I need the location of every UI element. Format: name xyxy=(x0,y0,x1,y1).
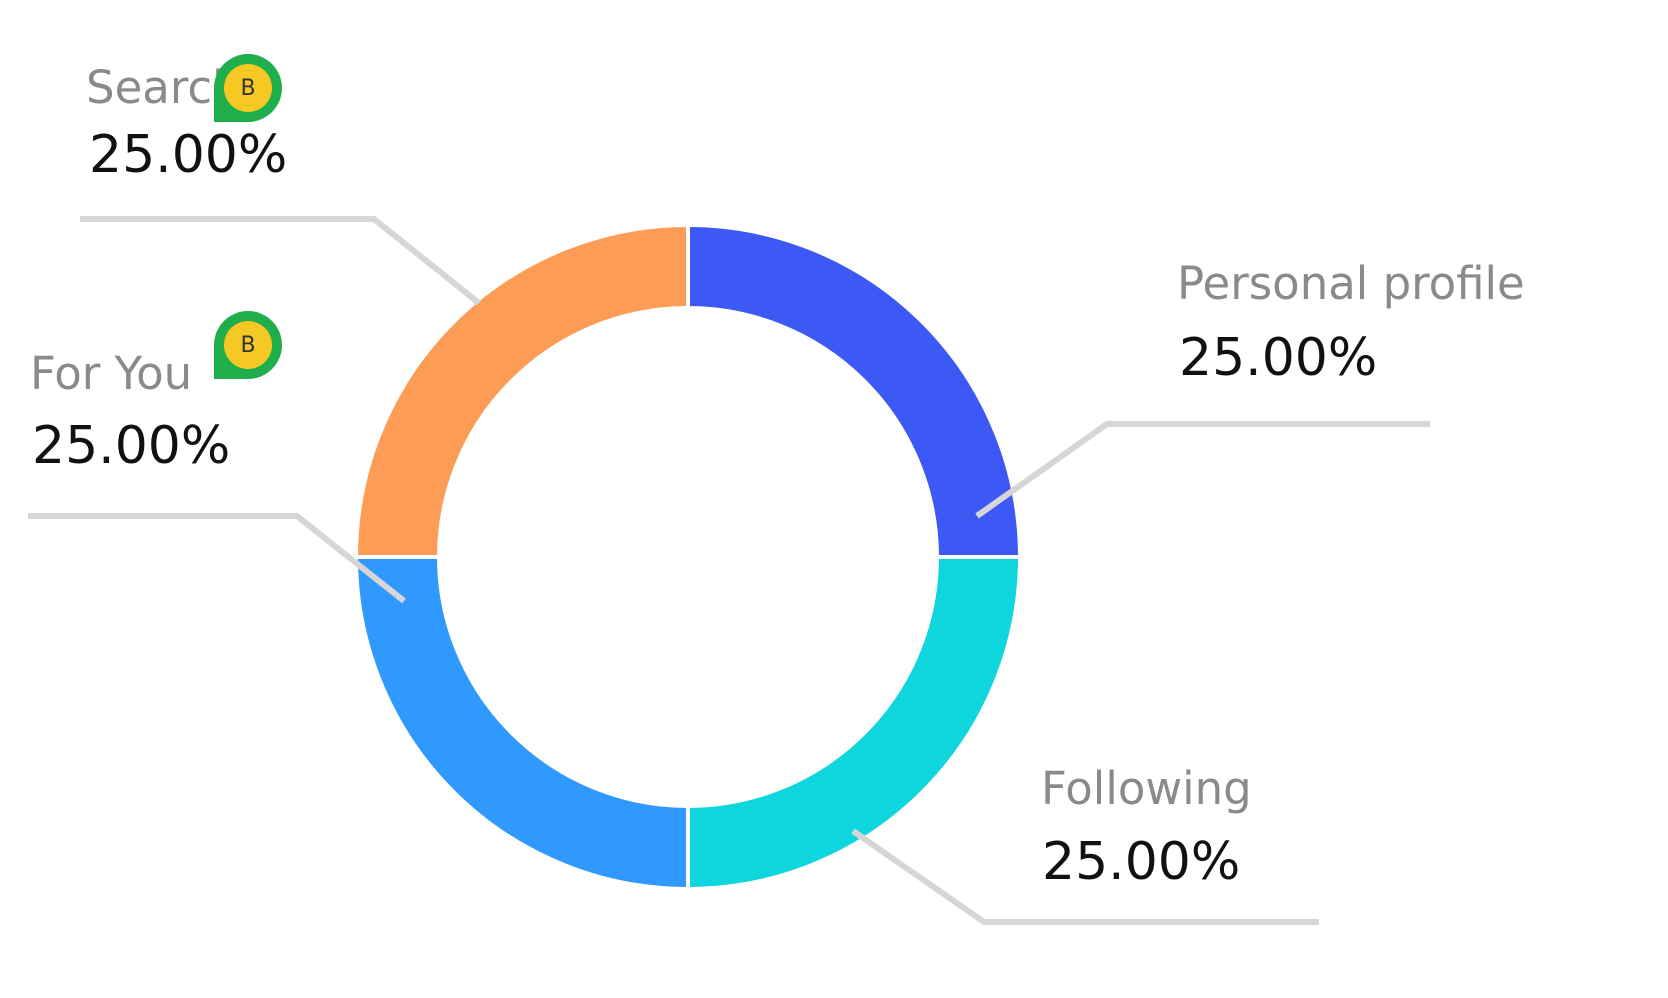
leader-line xyxy=(851,828,1319,925)
leader-line xyxy=(28,513,406,604)
badge-core xyxy=(224,321,272,369)
segment-label: Following xyxy=(1041,762,1252,815)
segment-label: For You xyxy=(30,347,192,400)
segment-label: Personal profile xyxy=(1177,257,1525,310)
segment-value: 25.00% xyxy=(1042,832,1240,892)
segment-value: 25.00% xyxy=(32,416,230,476)
leader-line xyxy=(80,216,481,306)
donut-segment xyxy=(353,555,690,892)
badge-core xyxy=(224,64,272,112)
badge: B xyxy=(214,54,282,122)
donut-segment xyxy=(686,222,1023,559)
segment-value: 25.00% xyxy=(1179,328,1377,388)
donut-segment xyxy=(353,222,690,559)
donut-segment xyxy=(686,555,1023,892)
badge-text: B xyxy=(240,76,255,101)
segment-value: 25.00% xyxy=(89,125,287,185)
badge: B xyxy=(214,311,282,379)
leader-line xyxy=(975,421,1430,519)
badge-text: B xyxy=(240,333,255,358)
